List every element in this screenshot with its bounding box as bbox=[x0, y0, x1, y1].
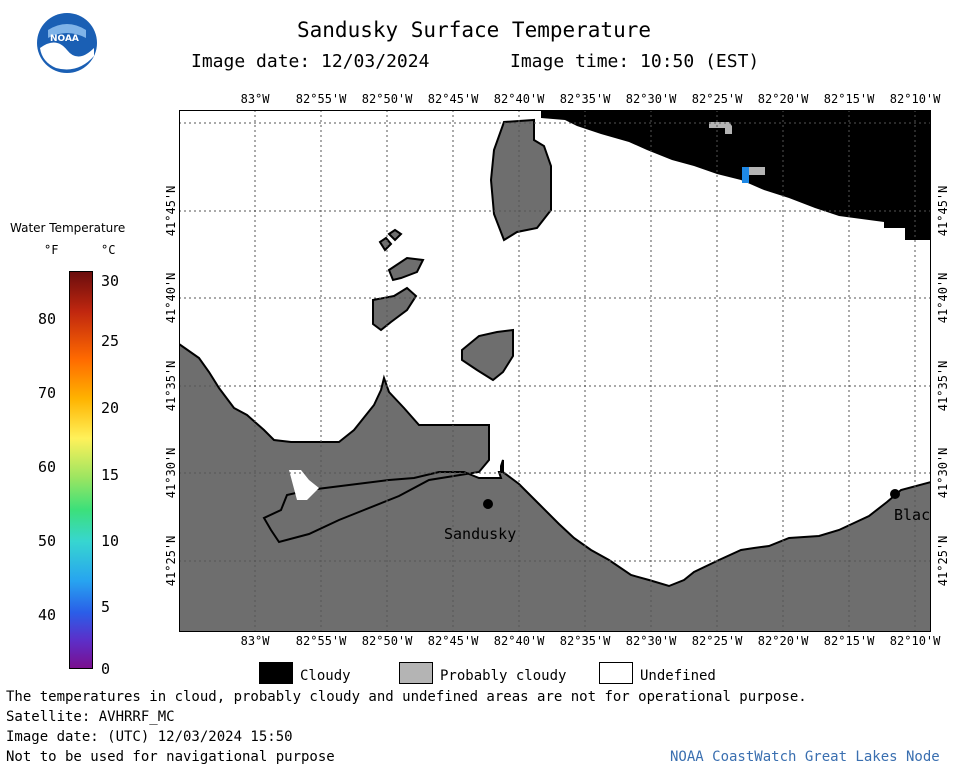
utc-date-text: Image date: (UTC) 12/03/2024 15:50 bbox=[6, 729, 293, 745]
island-kelleys bbox=[489, 118, 552, 242]
page-title: Sandusky Surface Temperature bbox=[297, 18, 652, 42]
colorbar-f-tick: 50 bbox=[38, 532, 57, 550]
probably-cloudy-pixels-2 bbox=[747, 167, 765, 175]
lon-tick-bottom: 82°25'W bbox=[691, 634, 743, 648]
legend-cloudy-label: Cloudy bbox=[300, 668, 351, 684]
nav-warning-text: Not to be used for navigational purpose bbox=[6, 749, 335, 765]
credit-text: NOAA CoastWatch Great Lakes Node bbox=[670, 749, 940, 765]
lat-tick-left: 41°25'N bbox=[163, 535, 178, 587]
water-pixel bbox=[742, 167, 749, 183]
colorbar-title: Water Temperature bbox=[10, 221, 126, 235]
legend-undefined-label: Undefined bbox=[640, 668, 716, 684]
lon-tick-bottom: 82°55'W bbox=[295, 634, 347, 648]
lat-tick-right: 41°35'N bbox=[935, 360, 950, 412]
lat-tick-left: 41°30'N bbox=[163, 447, 178, 499]
blac-marker bbox=[890, 489, 900, 499]
lat-tick-right: 41°45'N bbox=[935, 185, 950, 237]
lon-tick-bottom: 82°20'W bbox=[757, 634, 809, 648]
logo-text: NOAA bbox=[50, 34, 79, 44]
map bbox=[179, 110, 931, 632]
lon-tick-top: 82°25'W bbox=[691, 92, 743, 106]
island-south-bass-2 bbox=[378, 236, 393, 252]
colorbar-c-tick: 5 bbox=[101, 598, 111, 616]
colorbar-f-tick: 40 bbox=[38, 606, 57, 624]
cloud-area bbox=[541, 110, 931, 240]
lon-tick-bottom: 82°15'W bbox=[823, 634, 875, 648]
colorbar-c-tick: 10 bbox=[101, 532, 120, 550]
sandusky-marker bbox=[483, 499, 493, 509]
noaa-logo: NOAA bbox=[36, 12, 98, 74]
image-date-label: Image date: 12/03/2024 bbox=[191, 51, 430, 72]
island-middle-bass bbox=[387, 256, 425, 282]
lon-tick-bottom: 82°10'W bbox=[889, 634, 941, 648]
lat-tick-left: 41°45'N bbox=[163, 185, 178, 237]
lat-tick-right: 41°30'N bbox=[935, 447, 950, 499]
lon-tick-top: 82°20'W bbox=[757, 92, 809, 106]
legend-probably-cloudy-swatch bbox=[399, 662, 433, 684]
legend-probably-cloudy-label: Probably cloudy bbox=[440, 668, 567, 684]
satellite-text: Satellite: AVHRRF_MC bbox=[6, 709, 175, 725]
lon-tick-bottom: 82°45'W bbox=[427, 634, 479, 648]
island-south-bass-1 bbox=[387, 228, 403, 242]
lon-tick-top: 83°W bbox=[240, 92, 270, 106]
probably-cloudy-pixels bbox=[709, 122, 732, 134]
colorbar bbox=[69, 271, 93, 669]
land-mainland bbox=[179, 342, 931, 632]
colorbar-c-tick: 20 bbox=[101, 399, 120, 417]
lon-tick-bottom: 83°W bbox=[240, 634, 270, 648]
colorbar-f-tick: 70 bbox=[38, 384, 57, 402]
colorbar-f-tick: 80 bbox=[38, 310, 57, 328]
lon-tick-top: 82°15'W bbox=[823, 92, 875, 106]
lon-tick-top: 82°50'W bbox=[361, 92, 413, 106]
colorbar-unit-c: °C bbox=[101, 243, 116, 257]
colorbar-c-tick: 25 bbox=[101, 332, 120, 350]
island-marblehead bbox=[461, 328, 514, 382]
colorbar-c-tick: 30 bbox=[101, 272, 120, 290]
sandusky-label: Sandusky bbox=[444, 525, 517, 543]
lat-tick-right: 41°40'N bbox=[935, 272, 950, 324]
lat-tick-left: 41°35'N bbox=[163, 360, 178, 412]
lon-tick-bottom: 82°40'W bbox=[493, 634, 545, 648]
colorbar-c-tick: 0 bbox=[101, 660, 111, 678]
lon-tick-top: 82°55'W bbox=[295, 92, 347, 106]
lat-tick-right: 41°25'N bbox=[935, 535, 950, 587]
lon-tick-top: 82°10'W bbox=[889, 92, 941, 106]
colorbar-c-tick: 15 bbox=[101, 466, 120, 484]
lon-tick-bottom: 82°35'W bbox=[559, 634, 611, 648]
colorbar-unit-f: °F bbox=[44, 243, 59, 257]
legend-cloudy-swatch bbox=[259, 662, 293, 684]
lon-tick-top: 82°30'W bbox=[625, 92, 677, 106]
blac-label: Blac bbox=[894, 506, 931, 524]
map-frame bbox=[179, 110, 931, 632]
graticule bbox=[179, 110, 931, 632]
land-peninsula bbox=[289, 470, 319, 500]
lon-tick-top: 82°35'W bbox=[559, 92, 611, 106]
legend-undefined-swatch bbox=[599, 662, 633, 684]
lon-tick-top: 82°45'W bbox=[427, 92, 479, 106]
lon-tick-top: 82°40'W bbox=[493, 92, 545, 106]
lon-tick-bottom: 82°50'W bbox=[361, 634, 413, 648]
image-time-label: Image time: 10:50 (EST) bbox=[510, 51, 760, 72]
lon-tick-bottom: 82°30'W bbox=[625, 634, 677, 648]
colorbar-f-tick: 60 bbox=[38, 458, 57, 476]
lat-tick-left: 41°40'N bbox=[163, 272, 178, 324]
disclaimer-text: The temperatures in cloud, probably clou… bbox=[6, 689, 807, 705]
